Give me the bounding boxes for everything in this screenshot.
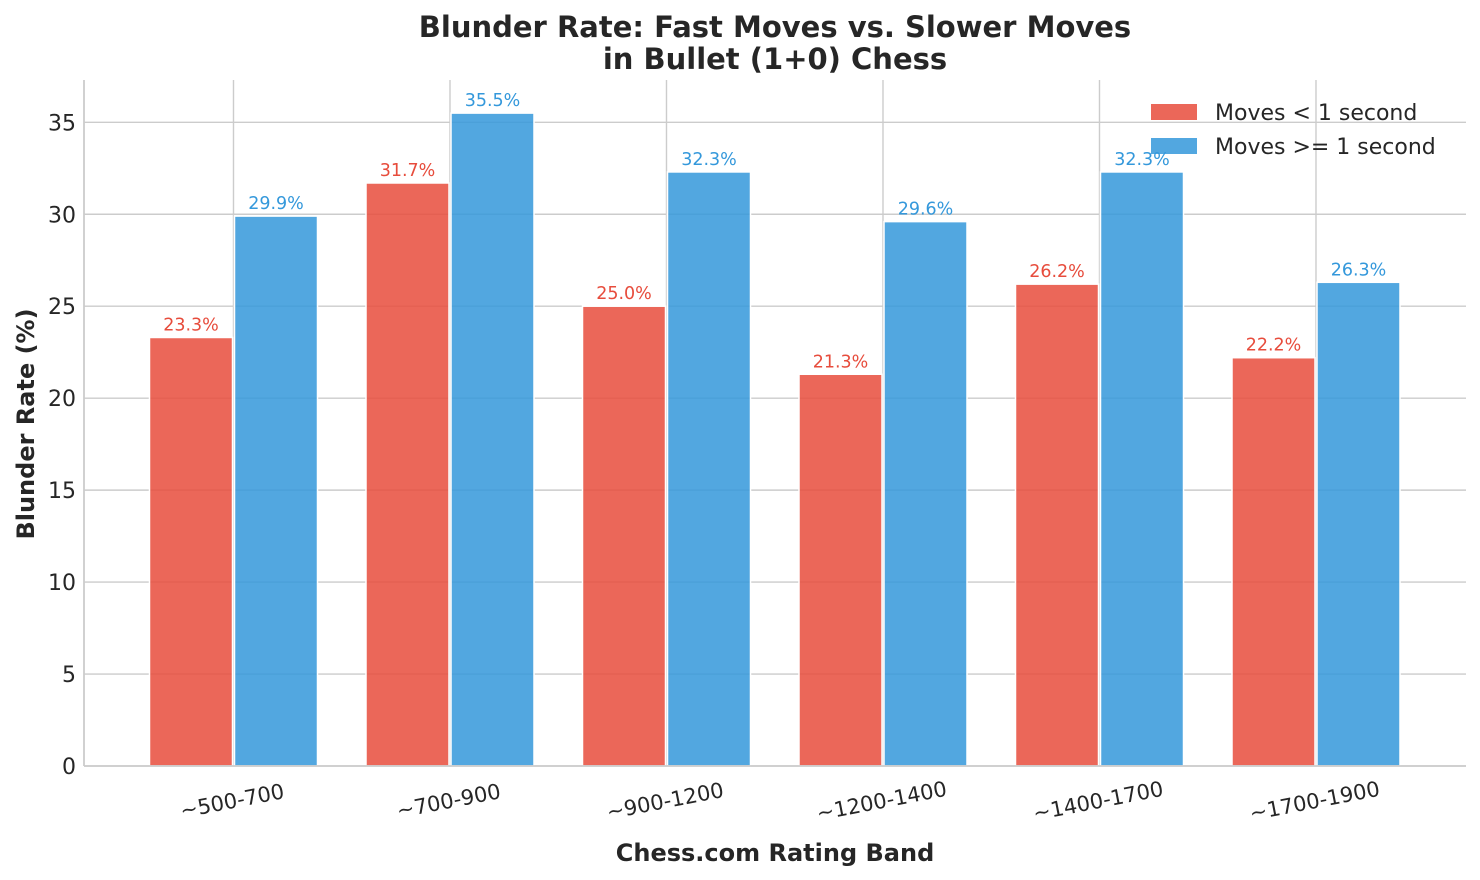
bar-series-0-~500-700 xyxy=(148,336,234,767)
x-tick-label: ~1700-1900 xyxy=(1248,777,1382,826)
bar-series-1-~1700-1900 xyxy=(1316,281,1401,767)
bar-value-label: 21.3% xyxy=(813,352,869,372)
x-tick-label: ~1200-1400 xyxy=(815,777,949,826)
bar-value-labels: 23.3% 31.7% 25.0% 21.3% 26.2% 22.2% 29.9% 35.5%… xyxy=(163,91,1386,372)
bar-value-label: 29.6% xyxy=(898,200,954,220)
bar-series-1-~500-700 xyxy=(233,215,319,767)
bar-series-1-~900-1200 xyxy=(666,171,752,767)
bar-series-0-~1200-1400 xyxy=(798,373,883,767)
bar-series-0-~700-900 xyxy=(365,182,450,767)
bars xyxy=(148,112,1401,767)
bar-series-1-~700-900 xyxy=(450,112,535,767)
legend-label: Moves >= 1 second xyxy=(1215,135,1436,160)
bar-series-0-~900-1200 xyxy=(581,305,667,767)
axes xyxy=(83,80,1466,767)
bar-value-label: 32.3% xyxy=(1114,150,1170,170)
y-tick-label: 30 xyxy=(48,203,76,228)
bar-series-0-~1400-1700 xyxy=(1014,283,1100,767)
x-tick-label: ~700-900 xyxy=(395,779,503,823)
bar-value-label: 26.3% xyxy=(1331,260,1387,280)
legend-swatch xyxy=(1151,138,1197,154)
y-tick-label: 15 xyxy=(48,479,76,504)
bar-value-label: 31.7% xyxy=(380,161,436,181)
bar-value-label: 23.3% xyxy=(163,315,219,335)
legend: Moves < 1 second Moves >= 1 second xyxy=(1151,101,1436,160)
y-tick-label: 35 xyxy=(48,111,76,136)
bar-value-label: 25.0% xyxy=(596,284,652,304)
y-axis-label: Blunder Rate (%) xyxy=(12,308,40,539)
y-tick-label: 10 xyxy=(48,571,76,596)
bar-value-label: 29.9% xyxy=(248,194,304,214)
x-tick-label: ~900-1200 xyxy=(605,778,726,824)
x-tick-label: ~500-700 xyxy=(178,779,286,823)
bar-series-1-~1200-1400 xyxy=(883,220,968,767)
legend-label: Moves < 1 second xyxy=(1215,101,1417,126)
chart-title-line-1: Blunder Rate: Fast Moves vs. Slower Move… xyxy=(419,10,1131,44)
y-tick-label: 5 xyxy=(62,663,76,688)
y-tick-label: 0 xyxy=(62,755,76,780)
y-tick-label: 25 xyxy=(48,295,76,320)
bar-series-0-~1700-1900 xyxy=(1231,356,1316,767)
bar-series-1-~1400-1700 xyxy=(1099,171,1185,767)
legend-swatch xyxy=(1151,104,1197,120)
bar-value-label: 32.3% xyxy=(681,150,737,170)
chart-title-line-2: in Bullet (1+0) Chess xyxy=(603,42,947,76)
x-tick-label: ~1400-1700 xyxy=(1031,777,1165,826)
bar-value-label: 35.5% xyxy=(465,91,521,111)
x-axis-label: Chess.com Rating Band xyxy=(616,839,935,867)
y-tick-label: 20 xyxy=(48,387,76,412)
bar-value-label: 26.2% xyxy=(1029,262,1085,282)
bar-value-label: 22.2% xyxy=(1246,336,1302,356)
